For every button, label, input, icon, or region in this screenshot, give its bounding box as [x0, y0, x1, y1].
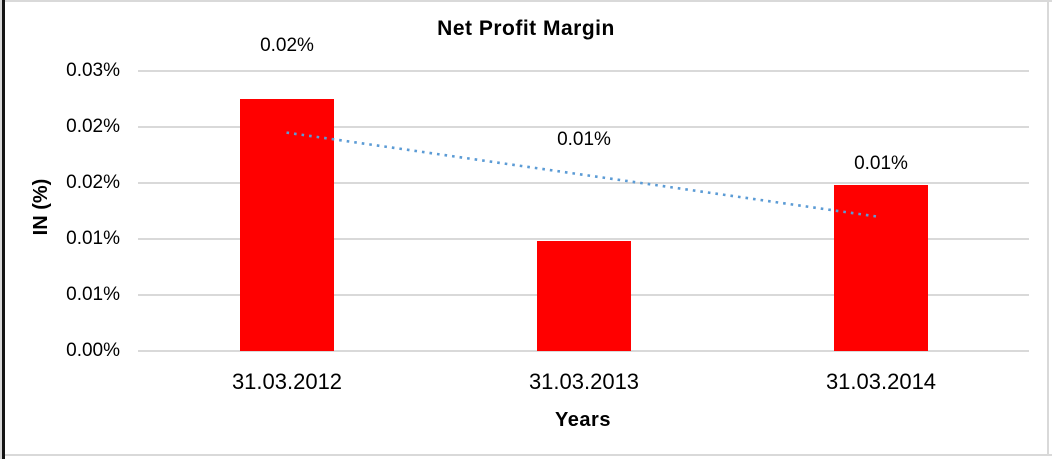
y-axis-tick-label: 0.03% [66, 60, 120, 81]
y-axis-tick-label: 0.02% [66, 172, 120, 193]
data-label: 0.01% [557, 129, 611, 150]
y-axis-tick-label: 0.02% [66, 116, 120, 137]
gridline [138, 70, 1029, 72]
chart-title: Net Profit Margin [437, 17, 615, 40]
data-label: 0.01% [854, 153, 908, 174]
gridline [138, 182, 1029, 184]
chart-border-top [0, 0, 1052, 2]
bar-31.03.2014 [834, 185, 928, 351]
gridline [138, 350, 1029, 352]
left-edge-rule [2, 0, 5, 459]
y-axis-tick-label: 0.01% [66, 284, 120, 305]
x-axis-tick-label: 31.03.2013 [528, 369, 640, 394]
x-axis-tick-label: 31.03.2012 [231, 369, 343, 394]
chart-border-right [1047, 0, 1049, 456]
y-axis-tick-label: 0.01% [66, 228, 120, 249]
gridline [138, 238, 1029, 240]
bar-31.03.2012 [240, 99, 334, 351]
x-axis-tick-label: 31.03.2014 [825, 369, 937, 394]
chart-border-left [0, 0, 2, 459]
data-label: 0.02% [260, 35, 314, 56]
x-axis-title: Years [555, 409, 611, 431]
gridline [138, 126, 1029, 128]
bar-31.03.2013 [537, 241, 631, 351]
chart-border-bottom [0, 454, 1052, 456]
y-axis-tick-label: 0.00% [66, 340, 120, 361]
